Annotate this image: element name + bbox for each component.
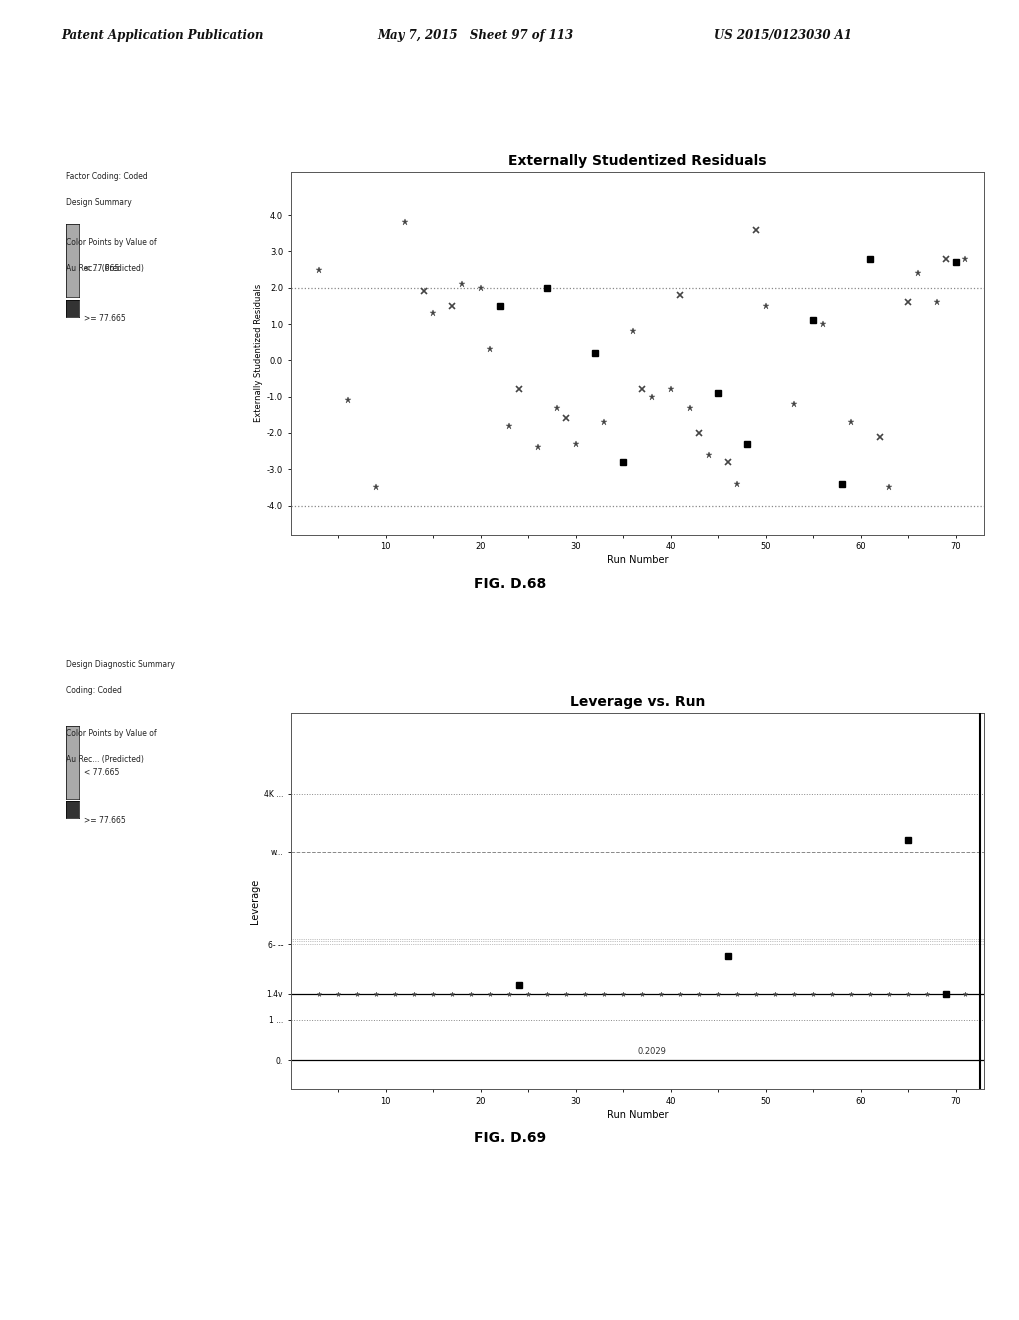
X-axis label: Run Number: Run Number (606, 1110, 667, 1119)
Text: >= 77.665: >= 77.665 (84, 816, 125, 825)
Text: May 7, 2015   Sheet 97 of 113: May 7, 2015 Sheet 97 of 113 (377, 29, 573, 42)
Text: FIG. D.69: FIG. D.69 (474, 1131, 545, 1146)
Text: Factor Coding: Coded: Factor Coding: Coded (66, 172, 148, 181)
Y-axis label: Externally Studentized Residuals: Externally Studentized Residuals (254, 284, 262, 422)
Text: < 77.665: < 77.665 (84, 768, 119, 777)
Text: >= 77.665: >= 77.665 (84, 314, 125, 323)
Title: Externally Studentized Residuals: Externally Studentized Residuals (507, 153, 766, 168)
Y-axis label: Leverage: Leverage (250, 878, 259, 924)
Text: Design Diagnostic Summary: Design Diagnostic Summary (66, 660, 175, 669)
Text: Coding: Coded: Coding: Coded (66, 686, 122, 696)
X-axis label: Run Number: Run Number (606, 556, 667, 565)
Text: Patent Application Publication: Patent Application Publication (61, 29, 263, 42)
Text: Au Rec... (Predicted): Au Rec... (Predicted) (66, 755, 144, 764)
Title: Leverage vs. Run: Leverage vs. Run (570, 694, 704, 709)
Text: 0.2029: 0.2029 (637, 1047, 665, 1056)
Text: US 2015/0123030 A1: US 2015/0123030 A1 (713, 29, 851, 42)
Text: Color Points by Value of: Color Points by Value of (66, 238, 157, 247)
Text: < 77.665: < 77.665 (84, 264, 119, 273)
Text: Au Rec... (Predicted): Au Rec... (Predicted) (66, 264, 144, 273)
Text: Design Summary: Design Summary (66, 198, 131, 207)
Text: FIG. D.68: FIG. D.68 (474, 577, 545, 591)
Text: Color Points by Value of: Color Points by Value of (66, 729, 157, 738)
